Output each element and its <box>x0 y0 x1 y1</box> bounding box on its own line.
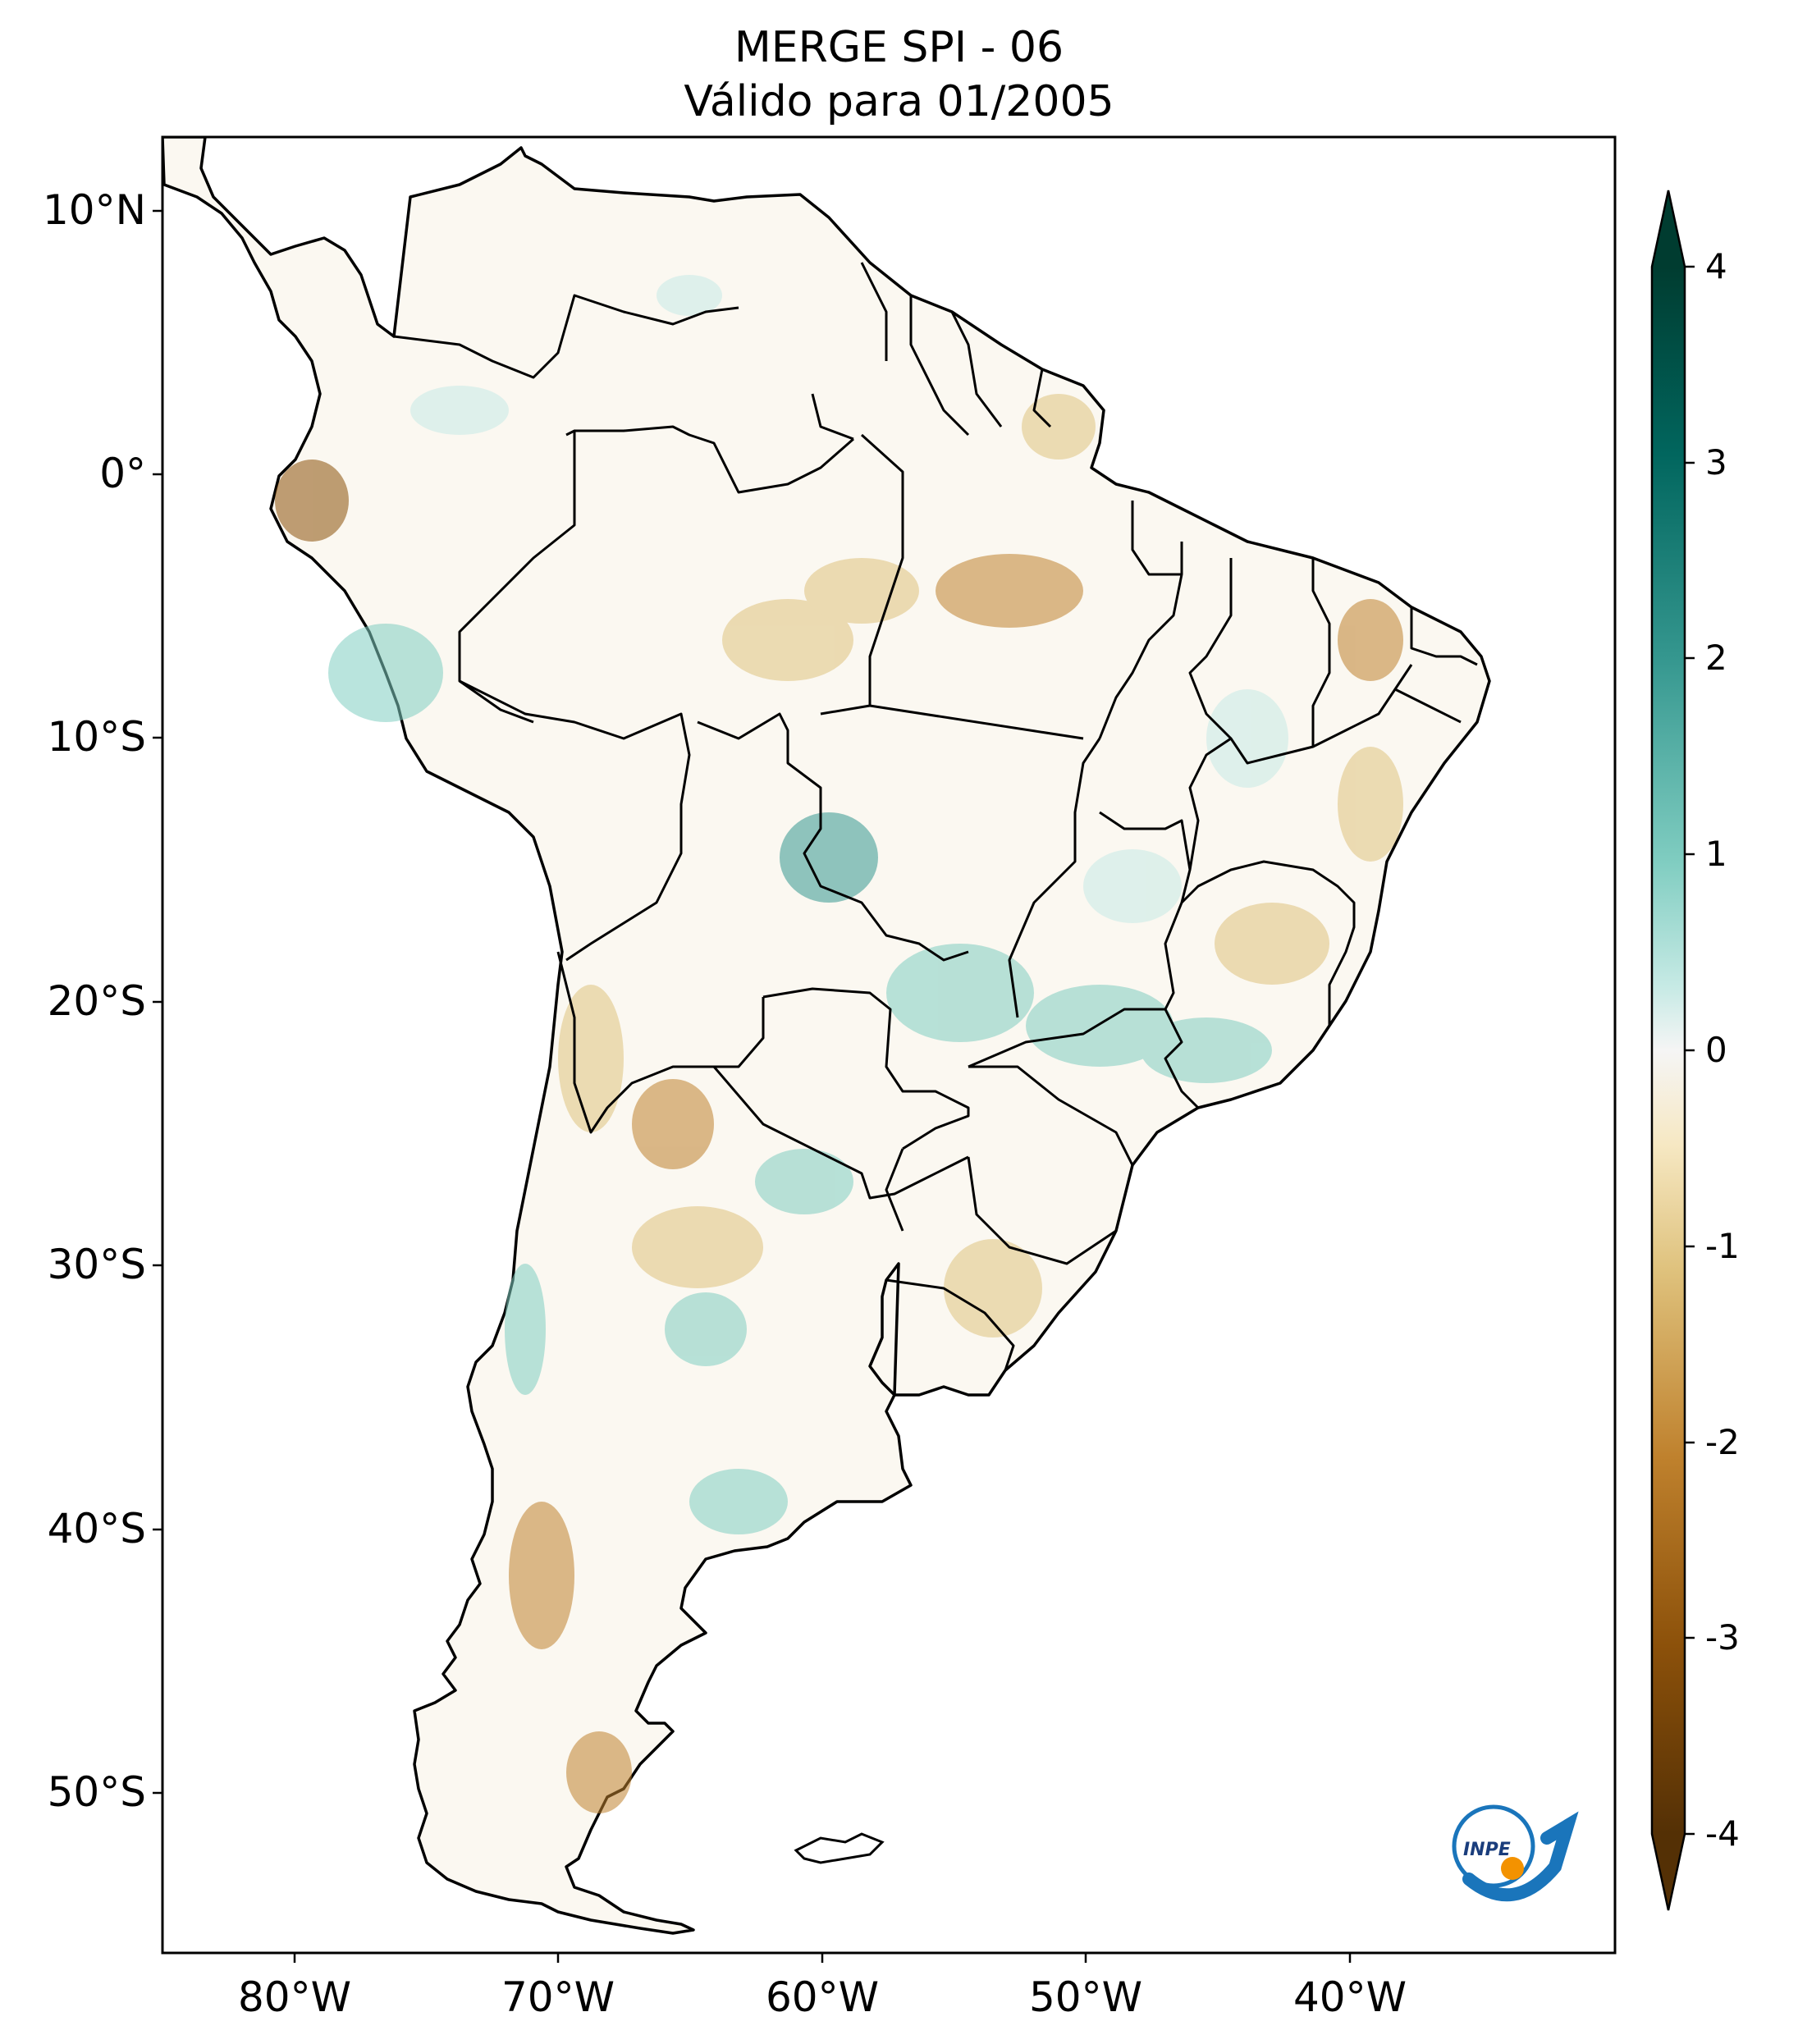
colorbar-label-neg2: -2 <box>1705 1422 1740 1462</box>
axis-ticks <box>153 209 1352 1963</box>
lon-label-70w: 70°W <box>501 1973 615 2021</box>
spi-anomaly-field <box>275 275 1403 1813</box>
colorbar-min-extension <box>1652 1834 1685 1910</box>
lat-label-40s: 40°S <box>47 1505 146 1552</box>
colorbar-label-3: 3 <box>1705 442 1727 482</box>
colorbar-label-1: 1 <box>1705 834 1727 874</box>
inpe-logo-text: INPE <box>1463 1840 1511 1860</box>
lat-label-30s: 30°S <box>47 1241 146 1288</box>
lat-label-50s: 50°S <box>47 1768 146 1816</box>
map-subtitle: Válido para 01/2005 <box>684 77 1114 126</box>
map-content: INPE <box>162 137 1579 1935</box>
lon-label-80w: 80°W <box>237 1973 352 2021</box>
colorbar-label-4: 4 <box>1705 246 1727 286</box>
lat-label-10s: 10°S <box>47 713 146 761</box>
lat-label-0: 0° <box>99 450 146 497</box>
south-america-landmass <box>162 137 1491 1935</box>
colorbar-ticks <box>1685 265 1695 1836</box>
lat-label-20s: 20°S <box>47 977 146 1025</box>
colorbar-label-neg3: -3 <box>1705 1617 1740 1658</box>
colorbar-label-neg4: -4 <box>1705 1813 1740 1854</box>
lat-label-10n: 10°N <box>42 186 146 234</box>
colorbar-label-0: 0 <box>1705 1030 1727 1070</box>
colorbar-label-neg1: -1 <box>1705 1226 1740 1266</box>
lon-label-40w: 40°W <box>1292 1973 1407 2021</box>
map-title: MERGE SPI - 06 <box>734 23 1064 72</box>
colorbar <box>1650 190 1695 1911</box>
lon-label-50w: 50°W <box>1028 1973 1143 2021</box>
falkland-islands <box>794 1832 885 1864</box>
colorbar-label-2: 2 <box>1705 638 1727 678</box>
inpe-logo: INPE <box>1452 1804 1579 1902</box>
lon-label-60w: 60°W <box>765 1973 880 2021</box>
country-borders <box>393 262 1478 1371</box>
colorbar-gradient <box>1652 267 1685 1834</box>
colorbar-max-extension <box>1652 190 1685 267</box>
